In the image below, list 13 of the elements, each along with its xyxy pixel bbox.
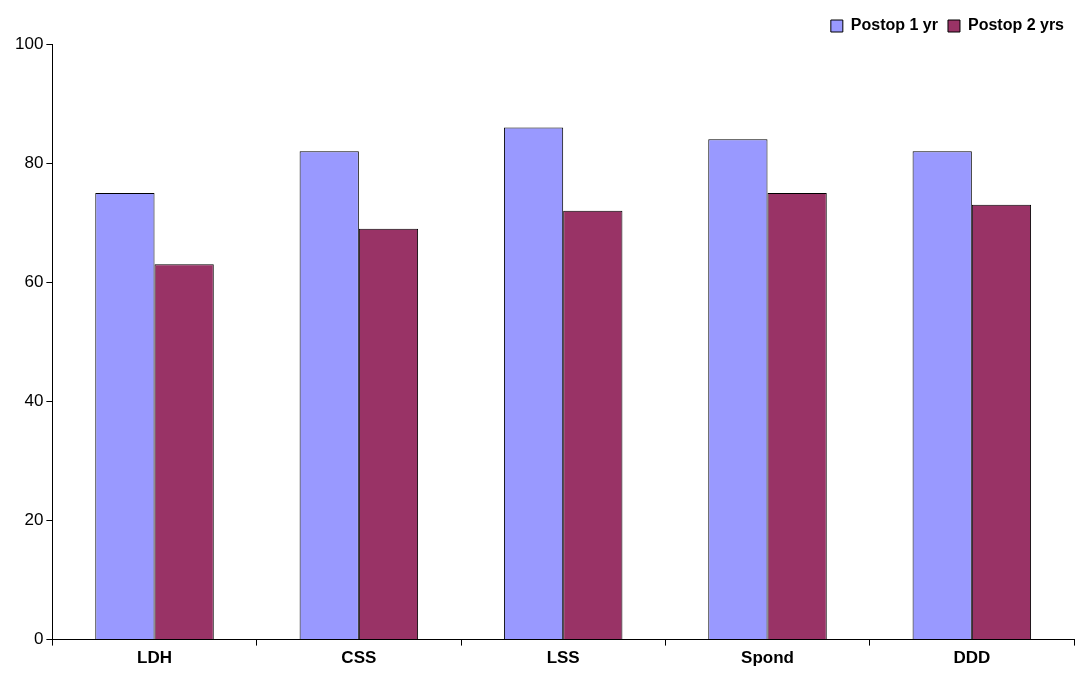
y-tick-label: 20 xyxy=(24,510,44,530)
y-tick-label: 80 xyxy=(24,152,44,172)
x-tick-label: DDD xyxy=(953,648,991,668)
y-tick-label: 40 xyxy=(24,391,44,411)
x-tick-label: LSS xyxy=(546,648,580,668)
legend-label: Postop 1 yr xyxy=(850,16,938,34)
legend-label: Postop 2 yrs xyxy=(967,16,1065,34)
y-tick-label: 100 xyxy=(14,33,44,53)
x-tick-label: LDH xyxy=(137,648,172,668)
y-tick-label: 60 xyxy=(24,271,44,291)
y-tick-label: 0 xyxy=(33,629,44,649)
x-tick-label: CSS xyxy=(341,648,377,668)
x-tick-label: Spond xyxy=(741,648,794,668)
